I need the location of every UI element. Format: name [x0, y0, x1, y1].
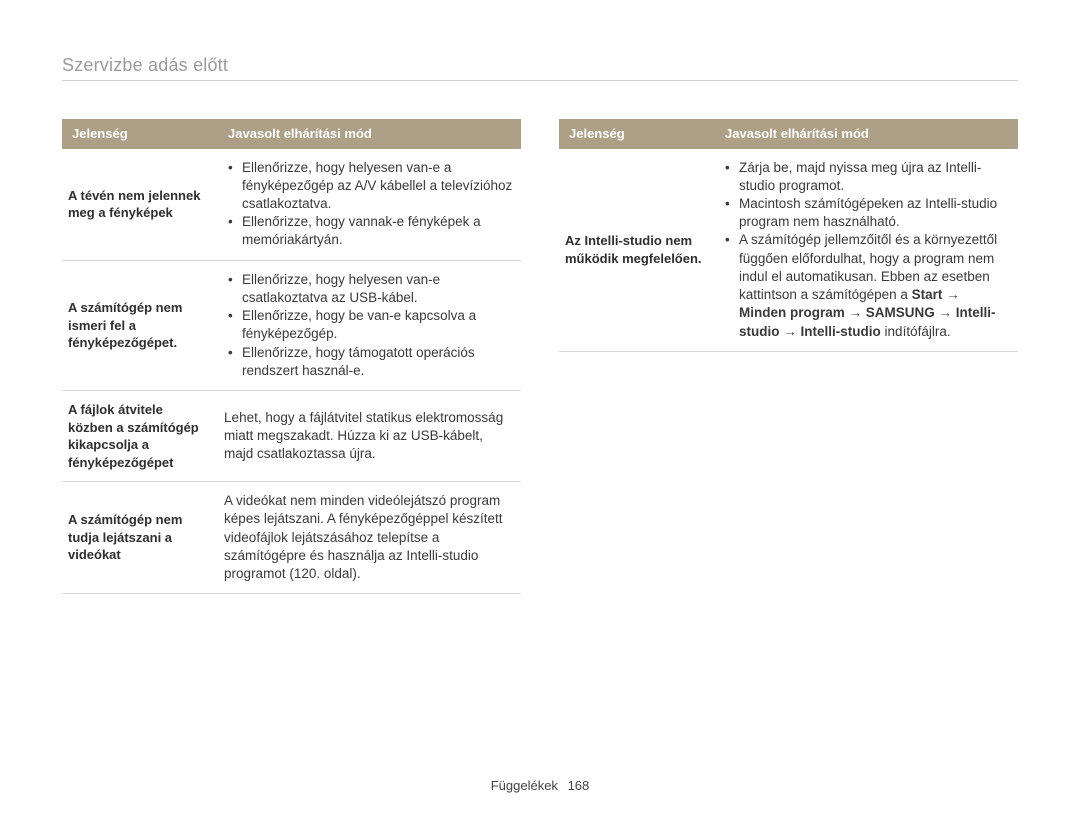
symptom-cell: A számítógép nem ismeri fel a fényképező… — [62, 260, 218, 390]
list-item: Ellenőrizze, hogy támogatott operációs r… — [224, 344, 513, 380]
right-column: Jelenség Javasolt elhárítási mód Az Inte… — [559, 119, 1018, 594]
solution-cell: Ellenőrizze, hogy helyesen van-e csatlak… — [218, 260, 521, 390]
text-post: indítófájlra. — [881, 324, 951, 339]
symptom-cell: A fájlok átvitele közben a számítógép ki… — [62, 390, 218, 481]
table-row: A számítógép nem ismeri fel a fényképező… — [62, 260, 521, 390]
table-row: A fájlok átvitele közben a számítógép ki… — [62, 390, 521, 481]
page-footer: Függelékek 168 — [0, 778, 1080, 793]
troubleshoot-table-right: Jelenség Javasolt elhárítási mód Az Inte… — [559, 119, 1018, 352]
solution-cell: Zárja be, majd nyissa meg újra az Intell… — [715, 149, 1018, 352]
page-title: Szervizbe adás előtt — [62, 55, 1018, 76]
th-solution: Javasolt elhárítási mód — [218, 119, 521, 149]
content-columns: Jelenség Javasolt elhárítási mód A tévén… — [62, 119, 1018, 594]
table-row: A számítógép nem tudja lejátszani a vide… — [62, 482, 521, 594]
table-row: A tévén nem jelennek meg a fényképek Ell… — [62, 149, 521, 261]
solution-cell: Ellenőrizze, hogy helyesen van-e a fényk… — [218, 149, 521, 261]
list-item: Ellenőrizze, hogy helyesen van-e csatlak… — [224, 271, 513, 307]
th-symptom: Jelenség — [559, 119, 715, 149]
symptom-cell: A számítógép nem tudja lejátszani a vide… — [62, 482, 218, 594]
list-item: Macintosh számítógépeken az Intelli-stud… — [721, 195, 1010, 231]
troubleshoot-table-left: Jelenség Javasolt elhárítási mód A tévén… — [62, 119, 521, 594]
title-rule — [62, 80, 1018, 81]
list-item: Ellenőrizze, hogy be van-e kapcsolva a f… — [224, 307, 513, 343]
list-item: Ellenőrizze, hogy vannak-e fényképek a m… — [224, 213, 513, 249]
footer-label: Függelékek — [491, 778, 558, 793]
symptom-cell: Az Intelli-studio nem működik megfelelőe… — [559, 149, 715, 352]
solution-cell: Lehet, hogy a fájlátvitel statikus elekt… — [218, 390, 521, 481]
left-column: Jelenség Javasolt elhárítási mód A tévén… — [62, 119, 521, 594]
list-item: Zárja be, majd nyissa meg újra az Intell… — [721, 159, 1010, 195]
th-symptom: Jelenség — [62, 119, 218, 149]
th-solution: Javasolt elhárítási mód — [715, 119, 1018, 149]
solution-cell: A videókat nem minden videólejátszó prog… — [218, 482, 521, 594]
list-item: Ellenőrizze, hogy helyesen van-e a fényk… — [224, 159, 513, 214]
footer-page-number: 168 — [568, 778, 590, 793]
symptom-cell: A tévén nem jelennek meg a fényképek — [62, 149, 218, 261]
table-row: Az Intelli-studio nem működik megfelelőe… — [559, 149, 1018, 352]
list-item: A számítógép jellemzőitől és a környezet… — [721, 231, 1010, 340]
